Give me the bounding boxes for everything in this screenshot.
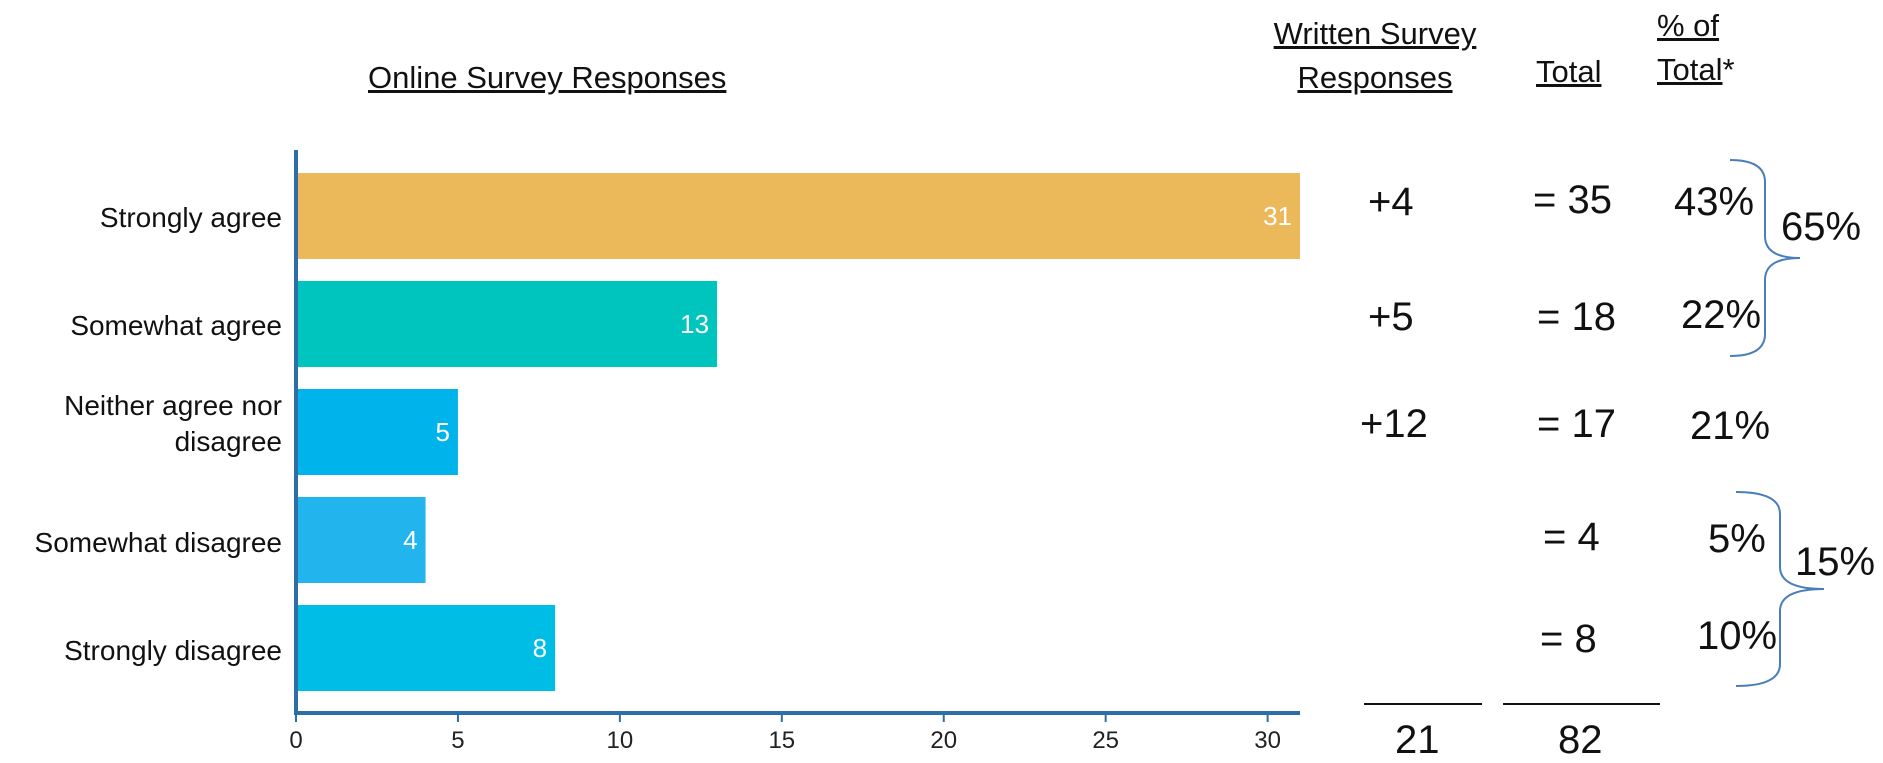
bar-value-label-strongly-disagree: 8: [533, 633, 547, 663]
percent-value-somewhat-disagree: 5%: [1708, 517, 1766, 561]
total-value-strongly-disagree: = 8: [1540, 617, 1597, 661]
percent-of-total-header-line1: % of: [1657, 8, 1720, 43]
written-survey-header-line1: Written Survey: [1273, 16, 1477, 51]
bar-strongly-agree: [296, 173, 1300, 259]
total-value-strongly-agree: = 35: [1533, 178, 1612, 222]
x-tick-label-20: 20: [930, 727, 957, 754]
written-sum: 21: [1395, 718, 1440, 762]
percent-value-strongly-agree: 43%: [1674, 180, 1755, 224]
written-value-somewhat-agree: +5: [1368, 295, 1414, 339]
bar-somewhat-agree: [296, 281, 718, 367]
agree-group-percent: 65%: [1781, 205, 1862, 249]
x-tick-label-30: 30: [1254, 727, 1281, 754]
bar-neither-agree-nor-disagree: [296, 389, 458, 475]
x-tick-label-10: 10: [607, 727, 634, 754]
agree-group-brace: [1729, 159, 1801, 357]
disagree-group-percent: 15%: [1795, 540, 1876, 584]
total-header: Total: [1536, 54, 1602, 89]
bar-value-label-neither-agree-nor-disagree: 5: [435, 417, 449, 447]
bar-value-label-somewhat-agree: 13: [680, 309, 709, 339]
x-tick-label-0: 0: [289, 727, 302, 754]
bar-value-label-somewhat-disagree: 4: [403, 525, 417, 555]
percent-of-total-header: % of Total*: [1657, 4, 1735, 92]
bar-value-label-strongly-agree: 31: [1263, 201, 1292, 231]
online-survey-header: Online Survey Responses: [368, 60, 727, 95]
bar-somewhat-disagree: [296, 497, 426, 583]
written-survey-header-line2: Responses: [1297, 60, 1453, 95]
category-label-strongly-disagree: Strongly disagree: [64, 635, 282, 666]
x-tick-label-5: 5: [451, 727, 464, 754]
category-label-somewhat-disagree: Somewhat disagree: [34, 527, 282, 558]
category-label-somewhat-agree: Somewhat agree: [70, 310, 282, 341]
asterisk: *: [1722, 52, 1735, 87]
x-tick-label-15: 15: [768, 727, 795, 754]
percent-value-somewhat-agree: 22%: [1681, 293, 1762, 337]
disagree-group-brace: [1735, 491, 1825, 687]
written-value-strongly-agree: +4: [1368, 180, 1414, 224]
percent-value-neither: 21%: [1690, 404, 1771, 448]
percent-value-strongly-disagree: 10%: [1697, 614, 1778, 658]
percent-of-total-underlined: Total: [1657, 52, 1723, 87]
x-tick-label-25: 25: [1092, 727, 1119, 754]
category-label-neither: Neither agree nor disagree: [64, 390, 282, 457]
bar-strongly-disagree: [296, 605, 556, 691]
written-survey-header: Written Survey Responses: [1255, 12, 1495, 100]
total-sum: 82: [1558, 718, 1603, 762]
total-value-somewhat-disagree: = 4: [1543, 515, 1600, 559]
total-value-somewhat-agree: = 18: [1537, 295, 1616, 339]
category-label-strongly-agree: Strongly agree: [99, 202, 282, 233]
percent-of-total-header-line2: Total*: [1657, 48, 1735, 92]
written-value-neither: +12: [1360, 402, 1428, 446]
total-value-neither: = 17: [1537, 402, 1616, 446]
